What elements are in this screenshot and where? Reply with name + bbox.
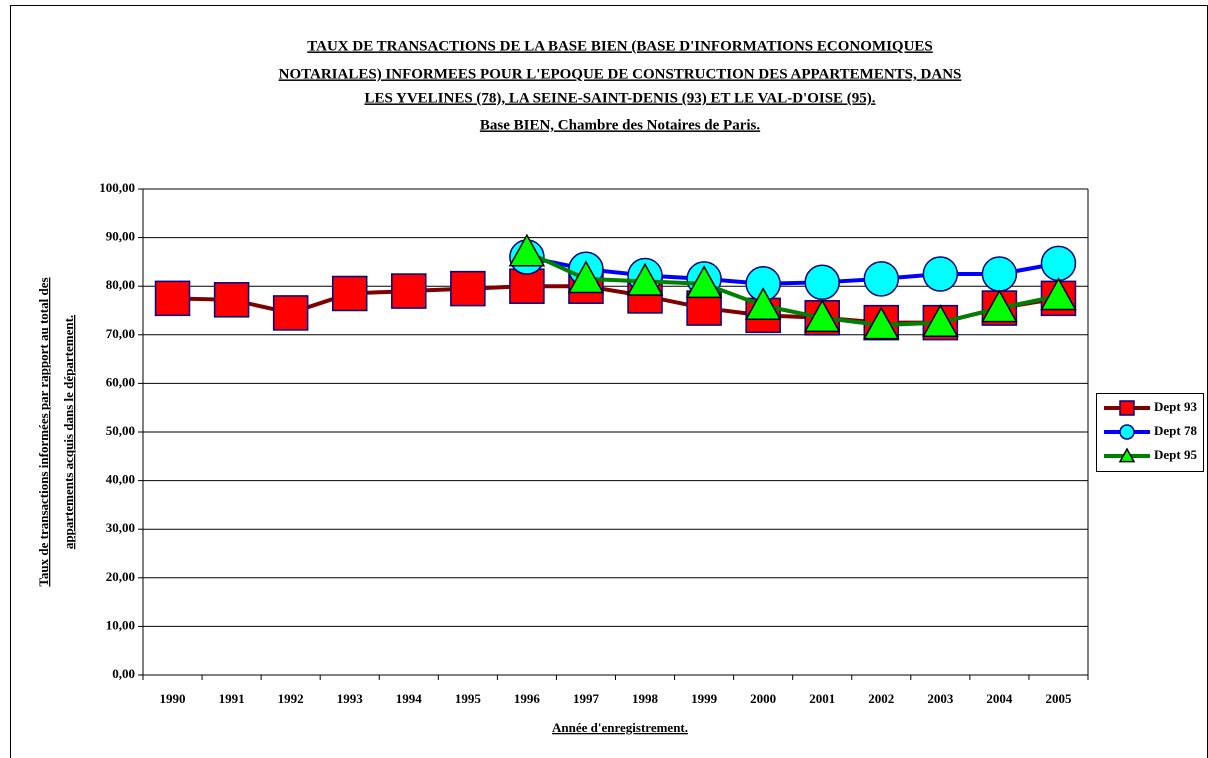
marker	[685, 265, 723, 299]
legend-label: Dept 93	[1154, 399, 1197, 414]
marker	[922, 256, 959, 292]
y-tick-label: 40,00	[106, 472, 135, 487]
marker	[981, 256, 1018, 292]
y-tick-label: 60,00	[106, 374, 135, 389]
y-tick-label: 10,00	[106, 617, 135, 632]
marker	[1118, 447, 1136, 463]
y-tick-label: 80,00	[106, 277, 135, 292]
marker	[272, 295, 309, 331]
y-tick-label: 0,00	[112, 666, 135, 681]
x-tick-label: 1991	[219, 691, 245, 706]
x-tick-label: 2003	[927, 691, 954, 706]
y-tick-label: 100,00	[99, 180, 135, 195]
marker	[804, 264, 840, 301]
marker	[509, 268, 545, 304]
marker	[1040, 245, 1077, 282]
y-tick-label: 50,00	[106, 423, 135, 438]
y-tick-label: 30,00	[106, 520, 135, 535]
chart-title: NOTARIALES) INFORMEES POUR L'EPOQUE DE C…	[279, 66, 962, 82]
marker	[1119, 424, 1135, 440]
x-tick-label: 1992	[278, 691, 304, 706]
y-tick-label: 20,00	[106, 569, 135, 584]
x-tick-label: 1998	[632, 691, 659, 706]
x-axis-label: Année d'enregistrement.	[552, 720, 688, 735]
marker	[213, 282, 250, 318]
marker	[981, 289, 1018, 323]
marker	[626, 262, 664, 296]
x-tick-label: 1999	[691, 691, 718, 706]
marker	[450, 270, 486, 307]
series-line	[526, 250, 1059, 328]
chart-frame	[10, 5, 1208, 758]
marker	[1040, 277, 1077, 311]
chart-title: TAUX DE TRANSACTIONS DE LA BASE BIEN (BA…	[307, 38, 933, 54]
x-tick-label: 1997	[573, 691, 600, 706]
marker	[331, 275, 368, 312]
x-tick-label: 2001	[809, 691, 835, 706]
y-tick-label: 70,00	[106, 326, 135, 341]
y-axis-label-line: Taux de transactions informées par rappo…	[36, 277, 51, 586]
x-tick-label: 1990	[160, 691, 186, 706]
marker	[863, 306, 900, 340]
chart-subtitle: Base BIEN, Chambre des Notaires de Paris…	[480, 117, 761, 133]
marker	[567, 260, 605, 294]
y-axis-label-line: appartements acquis dans le département.	[61, 315, 76, 549]
x-tick-label: 2004	[986, 691, 1013, 706]
x-tick-label: 2000	[750, 691, 776, 706]
x-tick-label: 1995	[455, 691, 482, 706]
marker	[154, 280, 191, 317]
y-tick-label: 90,00	[106, 229, 135, 244]
marker	[391, 273, 427, 309]
x-tick-label: 2002	[868, 691, 894, 706]
marker	[1119, 400, 1135, 416]
marker	[922, 304, 959, 337]
x-tick-label: 2005	[1045, 691, 1072, 706]
x-tick-label: 1993	[337, 691, 364, 706]
legend-label: Dept 95	[1154, 447, 1197, 462]
marker	[744, 287, 782, 320]
x-tick-label: 1994	[396, 691, 423, 706]
marker	[863, 261, 900, 297]
series-line	[526, 255, 1059, 286]
y-axis-label: Taux de transactions informées par rappo…	[36, 277, 76, 586]
marker	[508, 233, 546, 267]
x-tick-label: 1996	[514, 691, 541, 706]
legend-label: Dept 78	[1154, 423, 1197, 438]
chart-title: LES YVELINES (78), LA SEINE-SAINT-DENIS …	[364, 90, 875, 106]
marker	[803, 299, 841, 333]
